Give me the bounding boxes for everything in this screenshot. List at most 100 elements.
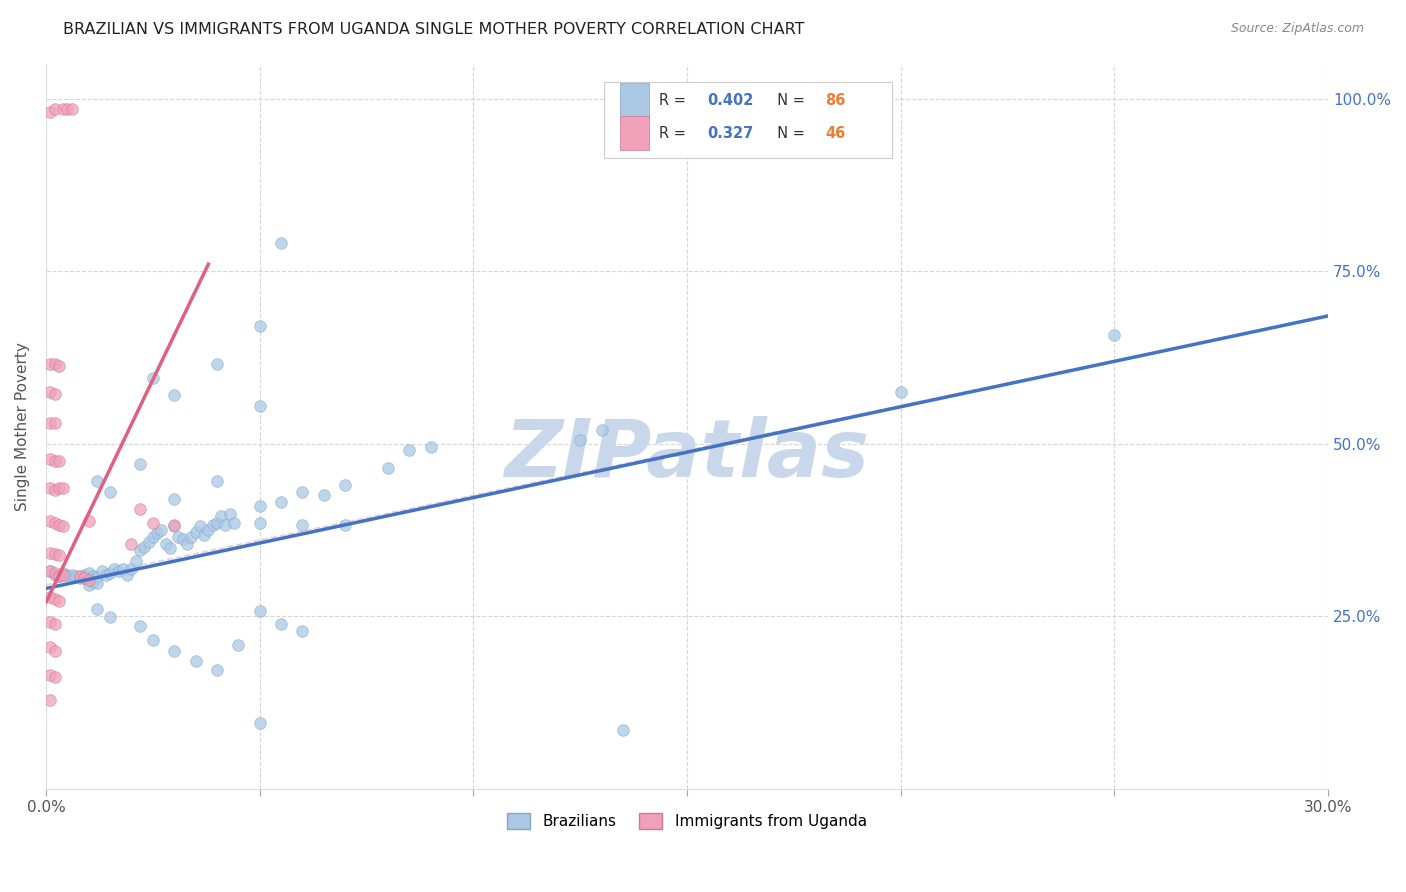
Point [44,567,66,582]
Point [82,569,104,583]
Point [86,575,108,590]
Point [39,384,62,399]
Point [39,693,62,707]
Point [39,451,62,466]
Point [44,483,66,498]
Point [142,633,165,648]
Point [48,549,70,563]
Point [82,574,104,589]
Point [270,617,292,632]
Point [159,541,181,556]
Point [249,499,271,513]
Point [56,567,79,582]
Point [94,567,117,582]
Point [69,571,91,585]
Point [103,562,125,576]
Point [333,518,356,533]
Point [65,569,87,583]
Point [184,524,207,539]
Point [205,475,228,489]
Point [44,516,66,530]
Point [44,643,66,657]
Point [120,536,142,550]
Point [163,643,186,657]
Point [39,105,62,120]
Point [249,516,271,530]
Point [60,567,83,582]
Point [48,594,70,608]
Point [129,543,152,558]
Point [142,371,165,385]
Point [167,530,190,544]
Point [44,566,66,581]
Point [39,514,62,528]
Point [205,516,228,530]
Point [163,491,186,506]
Point [569,433,592,447]
Text: Source: ZipAtlas.com: Source: ZipAtlas.com [1230,22,1364,36]
Point [312,488,335,502]
Point [129,457,152,471]
Point [52,519,75,533]
Point [86,570,108,584]
Point [39,357,62,371]
Point [77,566,100,581]
Point [205,357,228,371]
Point [48,518,70,533]
Point [44,617,66,632]
Text: BRAZILIAN VS IMMIGRANTS FROM UGANDA SINGLE MOTHER POVERTY CORRELATION CHART: BRAZILIAN VS IMMIGRANTS FROM UGANDA SING… [63,22,804,37]
Point [209,508,232,523]
Point [270,495,292,509]
Point [1104,327,1126,342]
Point [226,638,249,652]
Point [73,571,96,585]
Point [73,567,96,582]
Point [176,536,198,550]
Point [249,399,271,413]
Point [890,384,912,399]
Text: N =: N = [768,126,810,141]
Point [39,667,62,681]
Point [163,388,186,402]
Point [115,567,138,582]
Point [333,478,356,492]
Point [44,454,66,468]
Point [90,564,112,578]
Point [377,460,399,475]
Point [39,416,62,430]
Point [98,484,121,499]
Point [52,567,75,582]
Point [193,527,215,541]
Point [150,523,173,537]
Point [398,443,420,458]
Point [591,423,613,437]
Point [184,654,207,668]
Point [214,518,236,533]
Point [142,530,165,544]
Point [155,536,177,550]
Point [52,482,75,496]
Point [56,102,79,116]
Point [612,723,634,737]
Point [44,357,66,371]
Point [249,319,271,334]
Bar [620,83,648,118]
Point [172,532,194,546]
Point [52,566,75,581]
Point [218,507,240,521]
Point [48,569,70,583]
Point [52,102,75,116]
Point [291,484,314,499]
Point [39,564,62,578]
Point [197,523,219,537]
Point [419,440,441,454]
Text: 46: 46 [825,126,846,141]
Point [180,530,202,544]
Point [39,590,62,604]
Point [39,545,62,559]
Text: ZIPatlas: ZIPatlas [505,417,869,494]
Point [291,518,314,533]
Text: R =: R = [659,126,690,141]
Point [129,619,152,633]
Point [44,416,66,430]
